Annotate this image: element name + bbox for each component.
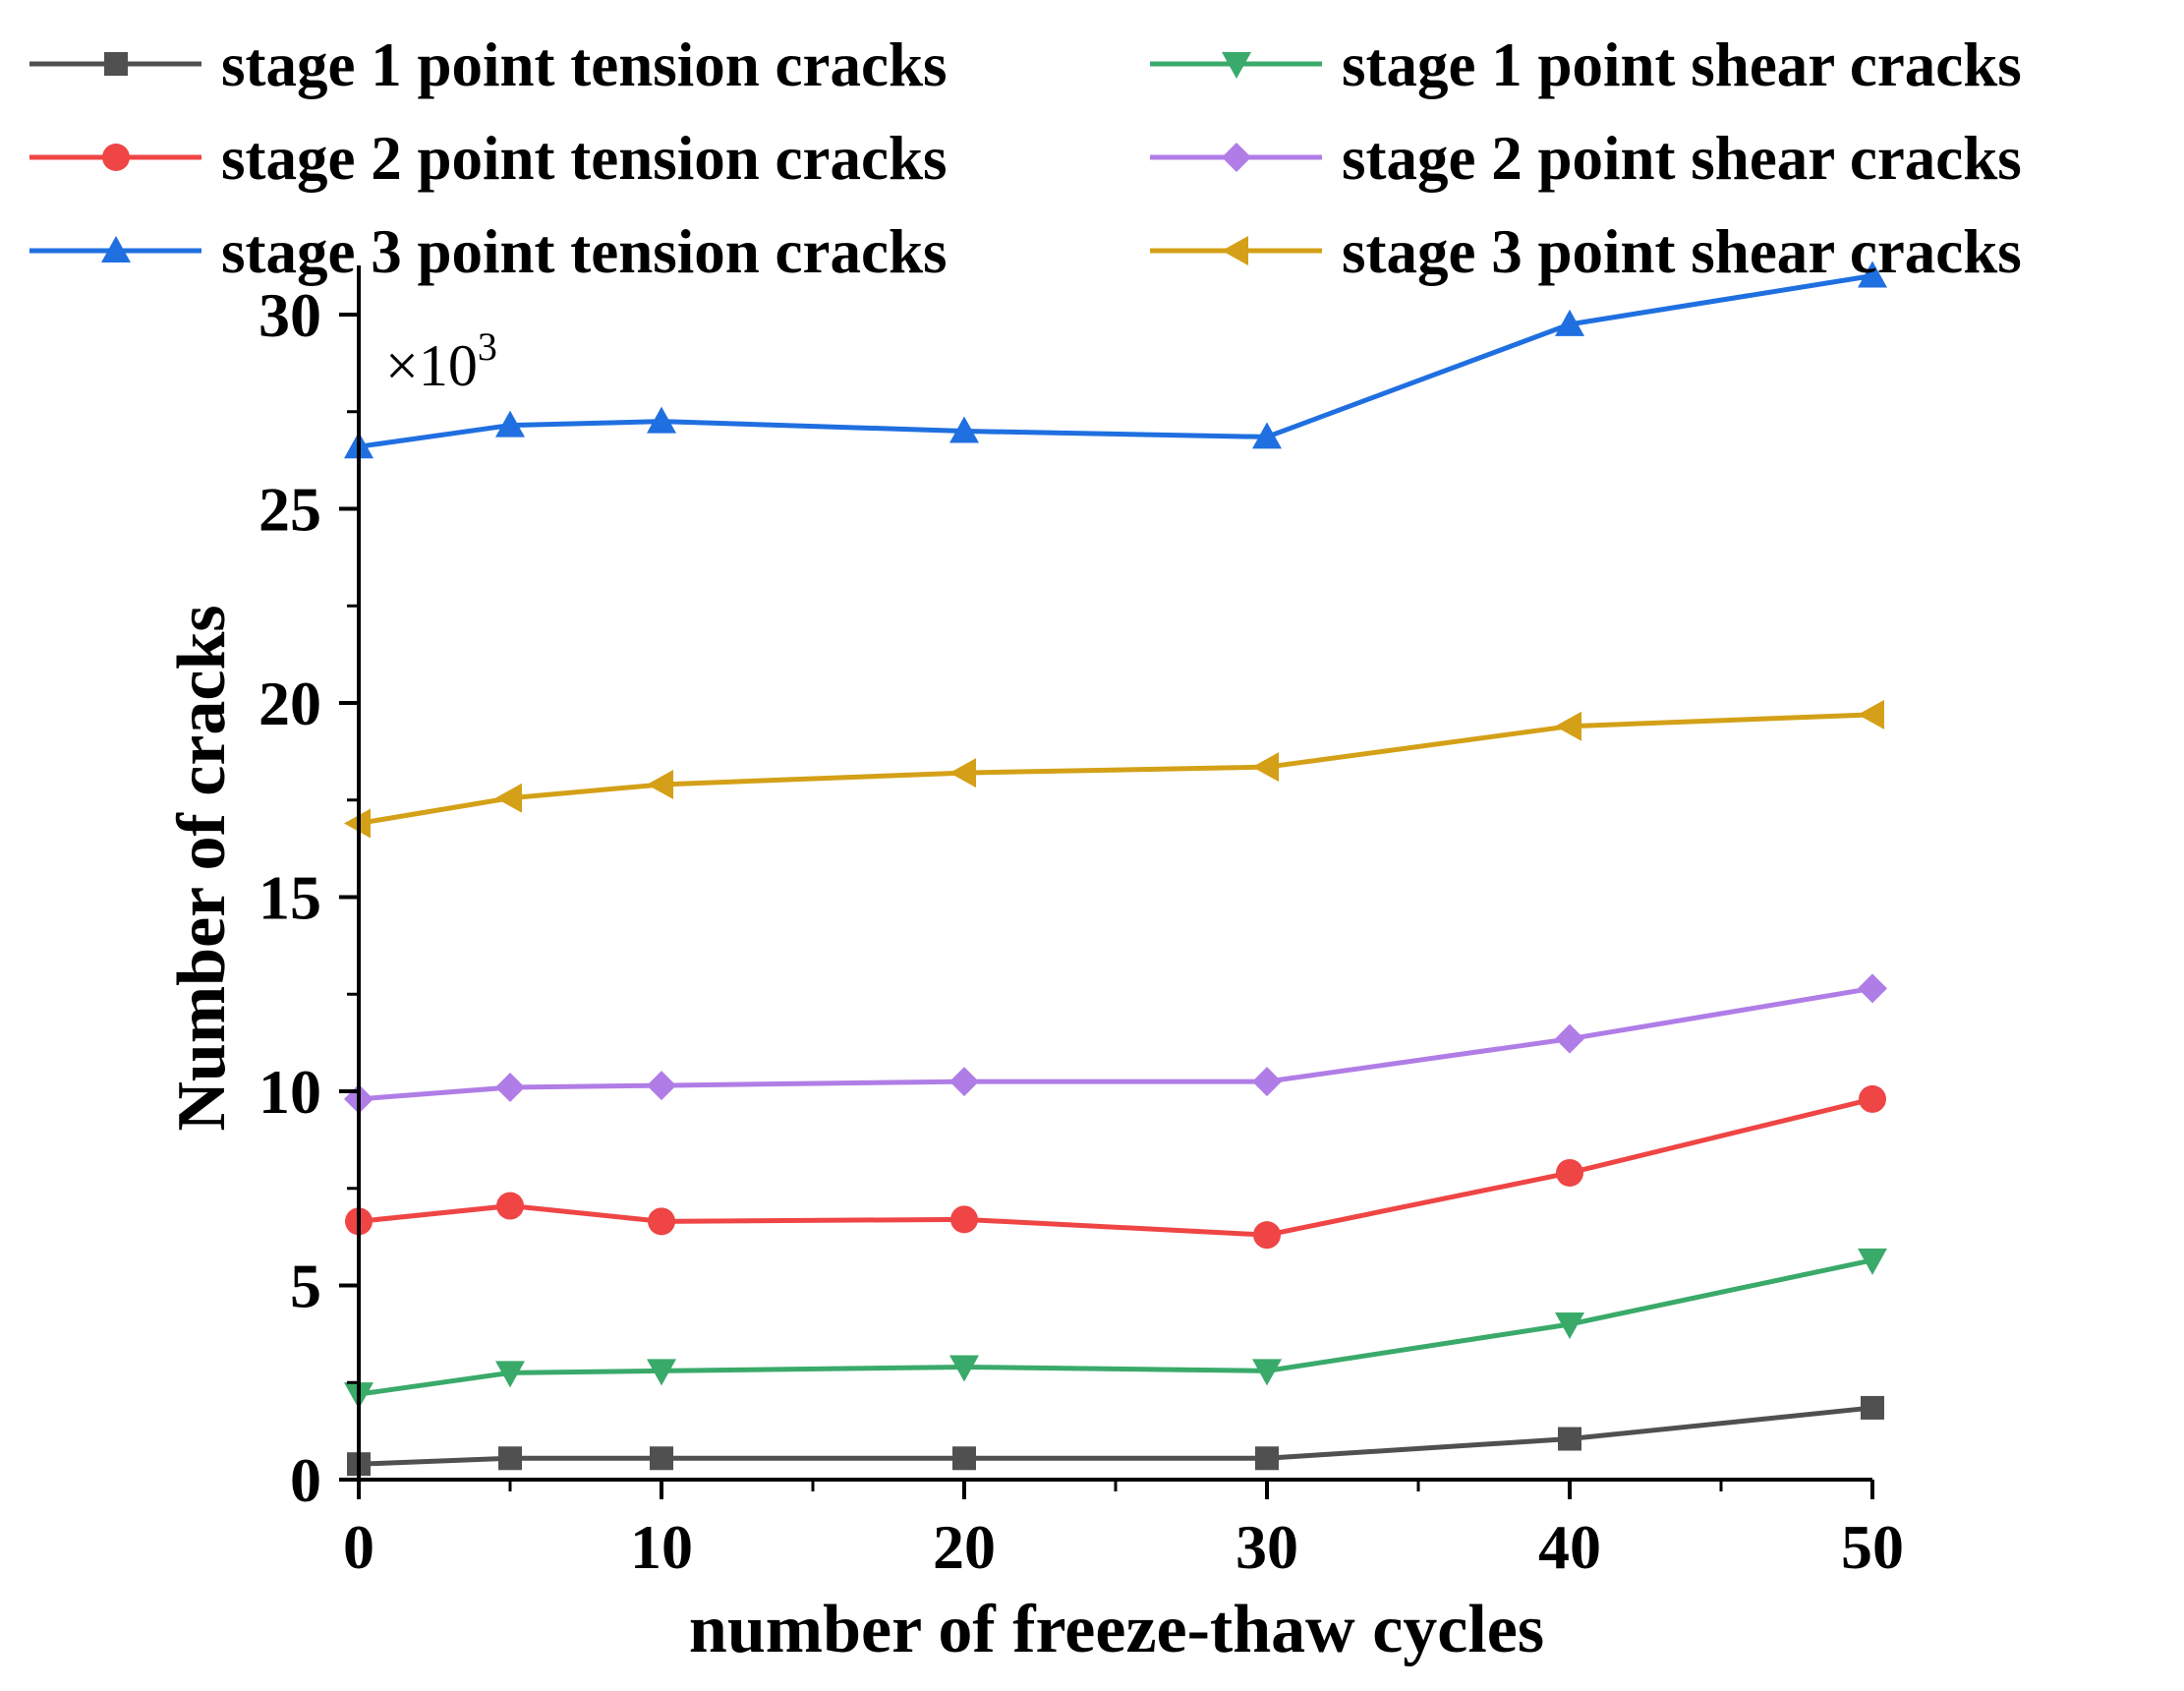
data-point [498, 1446, 522, 1471]
data-point [1859, 1084, 1886, 1113]
series-stage-1-point-shear-cracks [344, 1248, 1887, 1410]
y-tick-label: 25 [259, 475, 321, 545]
legend-marker [101, 236, 131, 262]
y-multiplier-exponent: 3 [478, 324, 497, 369]
x-tick-label: 30 [1236, 1512, 1298, 1582]
data-point [647, 1359, 676, 1386]
data-point [1556, 1158, 1583, 1187]
series-line [358, 1257, 1873, 1397]
legend: stage 1 point tension cracks stage 1 poin… [29, 30, 2022, 286]
data-point [495, 1361, 525, 1388]
data-point [1858, 261, 1887, 288]
series-stage-2-point-tension-cracks [345, 1084, 1886, 1250]
data-point [1555, 309, 1584, 336]
legend-entry: stage 3 point shear cracks [1150, 217, 2022, 286]
x-axis-title: number of freeze-thaw cycles [689, 1592, 1544, 1667]
y-tick-label: 30 [259, 280, 321, 350]
data-point [496, 1192, 524, 1220]
data-point [949, 1355, 979, 1382]
series-line [358, 712, 1873, 826]
legend-entry: stage 3 point tension cracks [29, 217, 948, 286]
data-point [949, 416, 979, 443]
legend-marker [1222, 236, 1248, 265]
x-tick-label: 0 [343, 1512, 374, 1582]
series-line [358, 1405, 1873, 1467]
data-point [1252, 1359, 1282, 1386]
data-point [1858, 699, 1884, 729]
y-tick-label: 5 [290, 1252, 321, 1321]
data-point [495, 410, 525, 437]
legend-label: stage 3 point tension cracks [221, 217, 948, 286]
data-point [1555, 1023, 1584, 1054]
data-point [495, 1073, 525, 1103]
data-point [1555, 711, 1581, 741]
data-point [1252, 422, 1282, 449]
data-point [648, 1207, 675, 1236]
data-point [1555, 1312, 1584, 1339]
y-tick-label: 0 [290, 1445, 321, 1515]
data-point [1253, 1221, 1281, 1250]
data-point [950, 1205, 978, 1234]
data-point [1255, 1446, 1279, 1471]
x-tick-label: 40 [1538, 1512, 1601, 1582]
legend-entry: stage 2 point shear cracks [1150, 124, 2022, 193]
series-line [358, 273, 1873, 449]
data-point [949, 758, 976, 788]
y-tick-label: 20 [259, 669, 321, 738]
legend-entry: stage 1 point tension cracks [29, 30, 948, 99]
data-point [647, 769, 673, 799]
legend-marker [102, 144, 130, 171]
series-stage-3-point-shear-cracks [344, 699, 1884, 839]
legend-label: stage 2 point shear cracks [1342, 124, 2022, 193]
x-tick-label: 10 [630, 1512, 693, 1582]
legend-label: stage 1 point tension cracks [221, 30, 948, 99]
data-point [1858, 1248, 1887, 1275]
series-line [358, 1096, 1873, 1238]
legend-marker [104, 52, 128, 76]
legend-label: stage 2 point tension cracks [221, 124, 948, 193]
legend-marker [1222, 143, 1251, 172]
legend-label: stage 3 point shear cracks [1342, 217, 2022, 286]
legend-label: stage 1 point shear cracks [1342, 30, 2022, 99]
x-tick-label: 50 [1841, 1512, 1904, 1582]
x-tick-label: 20 [933, 1512, 996, 1582]
data-point [949, 1067, 979, 1097]
data-point [650, 1446, 673, 1471]
legend-entry: stage 2 point tension cracks [29, 124, 948, 193]
data-point [952, 1446, 976, 1471]
y-axis-multiplier: ×103 [385, 324, 497, 398]
axes: 0 10 20 30 40 50 0 5 10 15 20 25 30 [259, 265, 1904, 1582]
series-stage-2-point-shear-cracks [344, 973, 1887, 1114]
data-point [1858, 973, 1887, 1004]
y-tick-label: 10 [259, 1057, 321, 1127]
data-point [647, 1071, 676, 1101]
y-tick-label: 15 [259, 863, 321, 933]
data-point [1252, 752, 1279, 783]
legend-entry: stage 1 point shear cracks [1150, 30, 2022, 99]
data-point [1252, 1067, 1282, 1097]
series-line [358, 985, 1873, 1102]
series-stage-3-point-tension-cracks [344, 261, 1887, 459]
series-stage-1-point-tension-cracks [347, 1395, 1884, 1477]
data-point [495, 783, 522, 813]
data-point [1861, 1395, 1884, 1420]
y-axis-title: Number of cracks [164, 605, 240, 1131]
legend-marker [1222, 52, 1251, 79]
data-point [1558, 1427, 1581, 1451]
y-multiplier-base: ×10 [385, 333, 478, 398]
plot-area [344, 261, 1887, 1477]
data-point [647, 406, 676, 434]
